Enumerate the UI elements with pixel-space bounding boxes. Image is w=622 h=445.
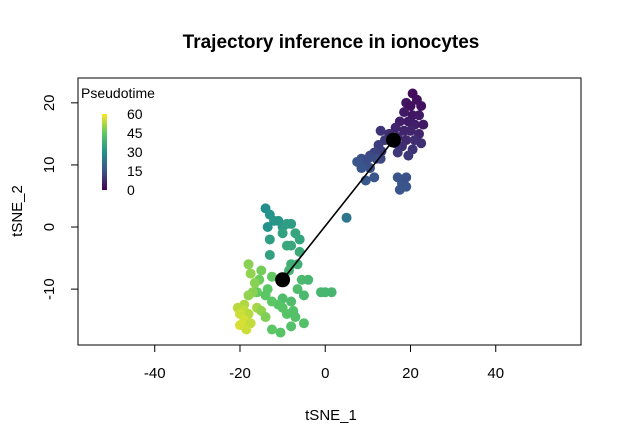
legend-tick-label: 15 — [127, 163, 143, 179]
x-axis-label: tSNE_1 — [305, 407, 357, 424]
y-axis: -10 0 10 20 — [41, 94, 79, 300]
trajectory-line — [281, 139, 395, 281]
legend-tick-label: 30 — [127, 144, 143, 160]
y-tick-label: 10 — [41, 157, 58, 174]
data-point — [418, 119, 429, 130]
y-tick-label: -10 — [41, 278, 58, 300]
data-point — [416, 138, 427, 149]
data-point — [405, 100, 416, 111]
data-point — [416, 100, 427, 111]
legend-tick-label: 45 — [127, 125, 143, 141]
legend: Pseudotime 60 45 30 15 0 — [81, 85, 155, 198]
data-point — [266, 324, 277, 335]
plot-area — [77, 77, 582, 346]
x-tick-label: 40 — [487, 365, 504, 382]
data-point — [298, 318, 309, 329]
data-point — [286, 321, 297, 332]
data-point — [234, 320, 245, 331]
data-point — [362, 153, 373, 164]
data-point — [290, 312, 301, 323]
data-point — [298, 290, 309, 301]
data-point — [286, 296, 297, 307]
data-point — [292, 259, 303, 270]
y-tick-label: 0 — [41, 223, 58, 231]
data-point — [266, 296, 277, 307]
data-point — [399, 107, 410, 118]
data-point — [277, 228, 288, 239]
data-point — [249, 277, 260, 288]
data-point — [245, 268, 256, 279]
data-point — [303, 274, 314, 285]
data-point — [405, 125, 416, 136]
trajectory-node — [275, 272, 291, 288]
legend-tick-label: 0 — [127, 182, 135, 198]
data-point — [292, 284, 303, 295]
data-point — [369, 172, 380, 183]
y-axis-label: tSNE_2 — [9, 185, 26, 237]
data-point — [243, 290, 254, 301]
data-point — [414, 110, 425, 121]
data-point — [390, 122, 401, 133]
data-point — [371, 153, 382, 164]
x-tick-label: -20 — [229, 365, 251, 382]
data-point — [403, 150, 414, 161]
data-point — [356, 163, 367, 174]
x-tick-label: 0 — [321, 365, 329, 382]
legend-title: Pseudotime — [81, 85, 155, 101]
data-point — [256, 265, 267, 276]
data-point — [275, 327, 286, 338]
scatter-points — [232, 88, 429, 338]
x-axis: -40 -20 0 20 40 — [144, 344, 504, 382]
data-point — [262, 284, 273, 295]
x-tick-label: -40 — [144, 365, 166, 382]
y-tick-label: 20 — [41, 94, 58, 111]
data-point — [375, 125, 386, 136]
data-point — [264, 249, 275, 260]
legend-color-bar — [102, 114, 107, 190]
data-point — [392, 147, 403, 158]
data-point — [394, 184, 405, 195]
x-tick-label: 20 — [402, 365, 419, 382]
data-point — [260, 312, 271, 323]
data-point — [264, 234, 275, 245]
data-point — [286, 240, 297, 251]
chart-title: Trajectory inference in ionocytes — [183, 32, 480, 53]
trajectory-path — [275, 132, 401, 288]
data-point — [326, 287, 337, 298]
data-point — [294, 246, 305, 257]
data-point — [266, 271, 277, 282]
data-point — [286, 218, 297, 229]
data-point — [243, 259, 254, 270]
trajectory-node — [385, 132, 401, 148]
legend-tick-label: 60 — [127, 106, 143, 122]
data-point — [341, 212, 352, 223]
data-point — [294, 234, 305, 245]
data-point — [401, 172, 412, 183]
data-point — [262, 222, 273, 233]
